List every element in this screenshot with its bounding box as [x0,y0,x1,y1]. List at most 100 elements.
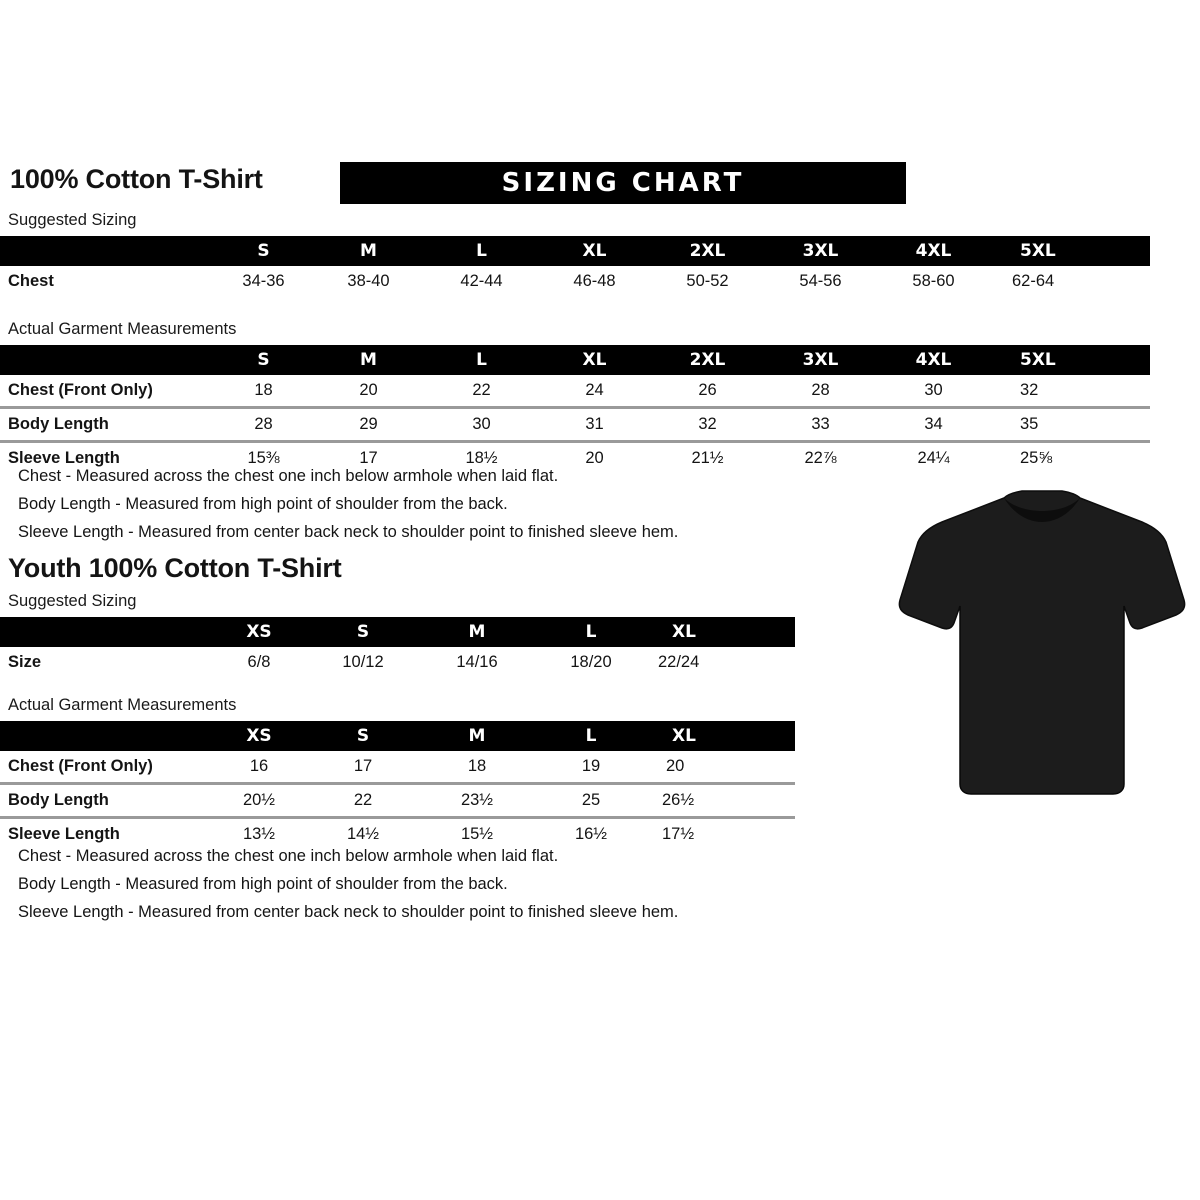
col-header-label [0,617,212,647]
cell-bodylength-xs: 20½ [212,785,306,816]
cell-chest-2xl: 50-52 [651,266,764,297]
cell-sleevelength-l: 18½ [425,443,538,474]
col-header-4xl: 4XL [877,236,990,266]
youth-garment-measurements-caption: Actual Garment Measurements [8,696,237,714]
cell-bodylength-l: 25 [534,785,648,816]
col-header-xl: XL [538,345,651,375]
table-row: Size 6/8 10/12 14/16 18/20 22/24 [0,647,795,678]
youth-measurement-notes: Chest - Measured across the chest one in… [18,842,678,926]
cell-size-xl: 22/24 [648,647,795,678]
row-separator-line [0,816,795,819]
table-row: Chest (Front Only) 18 20 22 24 26 28 30 … [0,375,1150,406]
col-header-xl: XL [538,236,651,266]
row-separator-line [0,782,795,785]
cell-chestfront-m: 18 [420,751,534,782]
col-header-m: M [420,721,534,751]
cell-sleevelength-4xl: 24¼ [877,443,990,474]
youth-garment-measurements-table: XS S M L XL Chest (Front Only) 16 17 18 … [0,721,795,850]
row-separator [0,816,795,819]
col-header-2xl: 2XL [651,345,764,375]
table-row: Chest 34-36 38-40 42-44 46-48 50-52 54-5… [0,266,1150,297]
row-label-sleeve-length: Sleeve Length [0,819,212,850]
cell-sleevelength-xl: 20 [538,443,651,474]
tshirt-icon [898,490,1186,795]
cell-chest-3xl: 54-56 [764,266,877,297]
note-body-length: Body Length - Measured from high point o… [18,875,508,893]
col-header-xl: XL [648,721,795,751]
cell-sleevelength-m: 17 [312,443,425,474]
col-header-xl: XL [648,617,795,647]
cell-bodylength-l: 30 [425,409,538,440]
table-row: Body Length 28 29 30 31 32 33 34 35 [0,409,1150,440]
adult-garment-header-row: S M L XL 2XL 3XL 4XL 5XL [0,345,1150,375]
cell-bodylength-5xl: 35 [990,409,1150,440]
col-header-l: L [534,617,648,647]
cell-sleevelength-l: 16½ [534,819,648,850]
cell-chestfront-3xl: 28 [764,375,877,406]
cell-size-xs: 6/8 [212,647,306,678]
cell-sleevelength-2xl: 21½ [651,443,764,474]
cell-chestfront-l: 19 [534,751,648,782]
table-row: Sleeve Length 15⅜ 17 18½ 20 21½ 22⅞ 24¼ … [0,443,1150,474]
cell-bodylength-m: 29 [312,409,425,440]
cell-chest-4xl: 58-60 [877,266,990,297]
cell-chestfront-2xl: 26 [651,375,764,406]
col-header-label [0,236,215,266]
col-header-l: L [534,721,648,751]
col-header-s: S [306,721,420,751]
col-header-m: M [312,345,425,375]
adult-garment-measurements-caption: Actual Garment Measurements [8,320,237,338]
col-header-label [0,721,212,751]
cell-bodylength-4xl: 34 [877,409,990,440]
row-separator [0,440,1150,443]
table-row: Body Length 20½ 22 23½ 25 26½ [0,785,795,816]
col-header-5xl: 5XL [990,345,1150,375]
cell-sleevelength-5xl: 25⅝ [990,443,1150,474]
youth-product-title: Youth 100% Cotton T-Shirt [8,553,342,583]
cell-size-s: 10/12 [306,647,420,678]
row-label-chest: Chest [0,266,215,297]
cell-chest-s: 34-36 [215,266,312,297]
note-sleeve-length: Sleeve Length - Measured from center bac… [18,523,679,541]
row-label-size: Size [0,647,212,678]
note-chest: Chest - Measured across the chest one in… [18,847,559,865]
row-separator [0,406,1150,409]
col-header-l: L [425,345,538,375]
cell-chest-5xl: 62-64 [990,266,1150,297]
row-label-body-length: Body Length [0,785,212,816]
youth-suggested-sizing-table: XS S M L XL Size 6/8 10/12 14/16 18/20 2… [0,617,795,678]
col-header-l: L [425,236,538,266]
row-separator-line [0,406,1150,409]
youth-suggested-header-row: XS S M L XL [0,617,795,647]
cell-chestfront-l: 22 [425,375,538,406]
col-header-label [0,345,215,375]
cell-chestfront-5xl: 32 [990,375,1150,406]
cell-sleevelength-m: 15½ [420,819,534,850]
row-separator-line [0,440,1150,443]
cell-chestfront-xl: 20 [648,751,795,782]
cell-bodylength-s: 22 [306,785,420,816]
cell-chest-m: 38-40 [312,266,425,297]
sizing-chart-banner-label: SIZING CHART [501,168,745,198]
col-header-3xl: 3XL [764,345,877,375]
adult-product-title: 100% Cotton T-Shirt [10,164,263,194]
cell-sleevelength-s: 15⅜ [215,443,312,474]
cell-bodylength-3xl: 33 [764,409,877,440]
cell-size-m: 14/16 [420,647,534,678]
col-header-3xl: 3XL [764,236,877,266]
col-header-xs: XS [212,721,306,751]
table-row: Sleeve Length 13½ 14½ 15½ 16½ 17½ [0,819,795,850]
col-header-4xl: 4XL [877,345,990,375]
youth-garment-header-row: XS S M L XL [0,721,795,751]
cell-sleevelength-xl: 17½ [648,819,795,850]
row-label-sleeve-length: Sleeve Length [0,443,215,474]
col-header-s: S [215,236,312,266]
chart-header: 100% Cotton T-Shirt SIZING CHART [0,162,1200,208]
cell-sleevelength-xs: 13½ [212,819,306,850]
note-sleeve-length: Sleeve Length - Measured from center bac… [18,903,679,921]
cell-sleevelength-3xl: 22⅞ [764,443,877,474]
cell-bodylength-s: 28 [215,409,312,440]
cell-chestfront-m: 20 [312,375,425,406]
adult-measurement-notes: Chest - Measured across the chest one in… [18,462,678,546]
